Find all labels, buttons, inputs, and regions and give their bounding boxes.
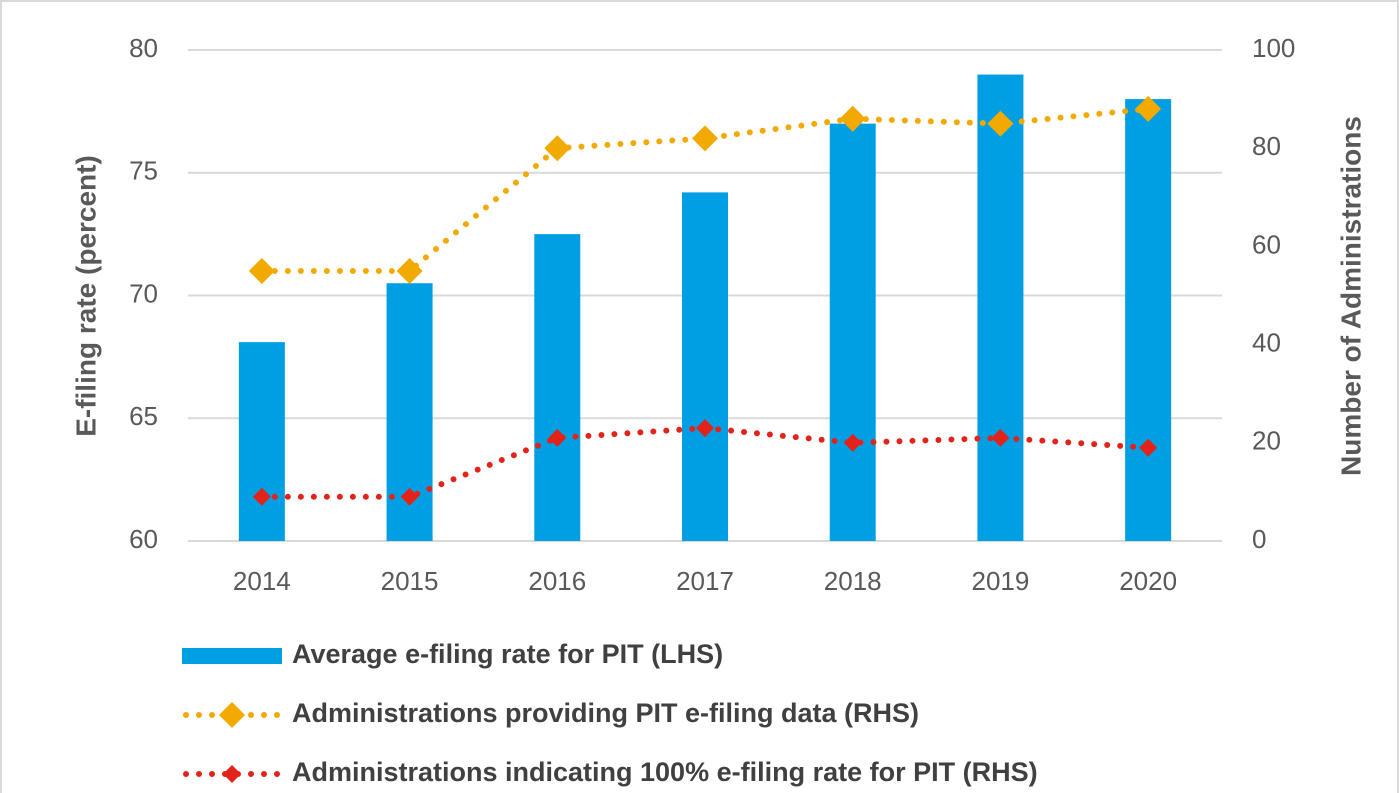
y-tick-label: 65: [129, 401, 158, 431]
x-tick-label: 2014: [233, 566, 291, 596]
legend-label: Administrations providing PIT e-filing d…: [292, 698, 919, 728]
x-tick-label: 2017: [676, 566, 734, 596]
y-tick-label: 75: [129, 156, 158, 186]
bar: [1125, 99, 1172, 541]
y2-tick-label: 60: [1252, 229, 1281, 259]
y-axis-label: E-filing rate (percent): [70, 155, 101, 437]
x-tick-label: 2020: [1119, 566, 1177, 596]
legend-swatch: [182, 648, 282, 664]
x-tick-label: 2019: [972, 566, 1030, 596]
y2-tick-label: 80: [1252, 131, 1281, 161]
marker: [991, 428, 1010, 447]
y2-tick-label: 100: [1252, 33, 1295, 63]
legend-marker: [223, 765, 241, 783]
marker: [1139, 438, 1158, 457]
marker: [843, 433, 862, 452]
x-tick-label: 2015: [381, 566, 439, 596]
y-tick-label: 60: [129, 524, 158, 554]
y-tick-label: 80: [129, 33, 158, 63]
marker: [248, 257, 275, 284]
marker: [544, 135, 571, 162]
bar: [977, 74, 1024, 542]
marker: [252, 487, 271, 506]
x-tick-label: 2018: [824, 566, 882, 596]
marker: [696, 419, 714, 438]
y2-axis-label: Number of Administrations: [1335, 116, 1366, 476]
bar: [238, 342, 285, 541]
bar: [829, 123, 876, 542]
legend-label: Administrations indicating 100% e-filing…: [292, 757, 1038, 787]
y2-tick-label: 40: [1252, 327, 1281, 357]
marker: [839, 105, 866, 132]
marker: [692, 125, 718, 152]
bar: [534, 234, 581, 541]
legend-label: Average e-filing rate for PIT (LHS): [292, 639, 723, 669]
legend-marker: [219, 702, 245, 728]
marker: [548, 428, 567, 447]
x-tick-label: 2016: [528, 566, 586, 596]
bar: [682, 192, 728, 541]
y2-tick-label: 0: [1252, 524, 1266, 554]
marker: [987, 110, 1014, 137]
marker: [400, 487, 419, 506]
marker: [396, 257, 423, 284]
y-tick-label: 70: [129, 278, 158, 308]
marker: [1135, 95, 1162, 122]
y2-tick-label: 20: [1252, 426, 1281, 456]
